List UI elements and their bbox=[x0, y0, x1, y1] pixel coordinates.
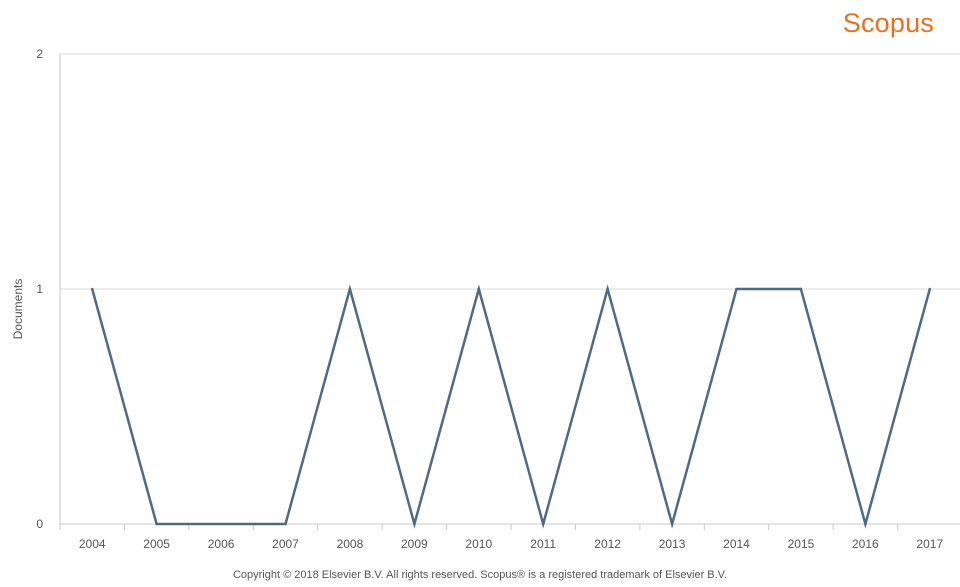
data-point-2017 bbox=[928, 287, 931, 291]
y-tick-label: 2 bbox=[36, 47, 43, 61]
data-point-2016 bbox=[864, 522, 867, 526]
x-tick-label-2004: 2004 bbox=[79, 537, 106, 551]
x-tick-label-2009: 2009 bbox=[401, 537, 428, 551]
x-tick-label-2008: 2008 bbox=[337, 537, 364, 551]
x-tick-label-2012: 2012 bbox=[594, 537, 621, 551]
x-tick-label-2011: 2011 bbox=[530, 537, 556, 551]
data-point-2005 bbox=[155, 522, 158, 526]
x-tick-label-2007: 2007 bbox=[272, 537, 299, 551]
x-tick-label-2013: 2013 bbox=[659, 537, 686, 551]
data-point-2008 bbox=[348, 287, 352, 291]
label-layer: 0 1 2 2004 2005 2006 2007 2008 2009 2010 2011 2012 2… bbox=[11, 47, 943, 551]
x-tick-label-2016: 2016 bbox=[852, 537, 879, 551]
x-tick-label-2015: 2015 bbox=[788, 537, 815, 551]
copyright-notice: Copyright © 2018 Elsevier B.V. All right… bbox=[232, 569, 728, 581]
x-tick-label-2014: 2014 bbox=[723, 537, 750, 551]
data-point-2014 bbox=[735, 287, 738, 291]
data-point-2006 bbox=[219, 522, 223, 526]
data-point-2009 bbox=[413, 522, 416, 526]
data-point-2011 bbox=[542, 522, 545, 526]
data-point-2004 bbox=[91, 287, 94, 291]
data-point-2010 bbox=[477, 287, 480, 291]
data-point-2007 bbox=[284, 522, 287, 526]
series-line-0 bbox=[90, 284, 932, 529]
x-tick-label-2017: 2017 bbox=[916, 537, 943, 551]
x-tick-label-2010: 2010 bbox=[465, 537, 492, 551]
x-tick-label-2005: 2005 bbox=[143, 537, 170, 551]
data-point-2015 bbox=[799, 287, 803, 291]
x-tick-label-2006: 2006 bbox=[208, 537, 235, 551]
axis-layer bbox=[59, 54, 960, 530]
y-tick-label: 1 bbox=[36, 282, 43, 296]
y-tick-label: 0 bbox=[36, 517, 43, 531]
data-point-2013 bbox=[670, 522, 674, 526]
series-layer bbox=[90, 284, 932, 529]
y-axis-title: Documents bbox=[11, 279, 25, 340]
grid-layer bbox=[60, 53, 960, 290]
scopus-logo: Scopus bbox=[842, 8, 934, 38]
data-point-2012 bbox=[606, 287, 609, 291]
